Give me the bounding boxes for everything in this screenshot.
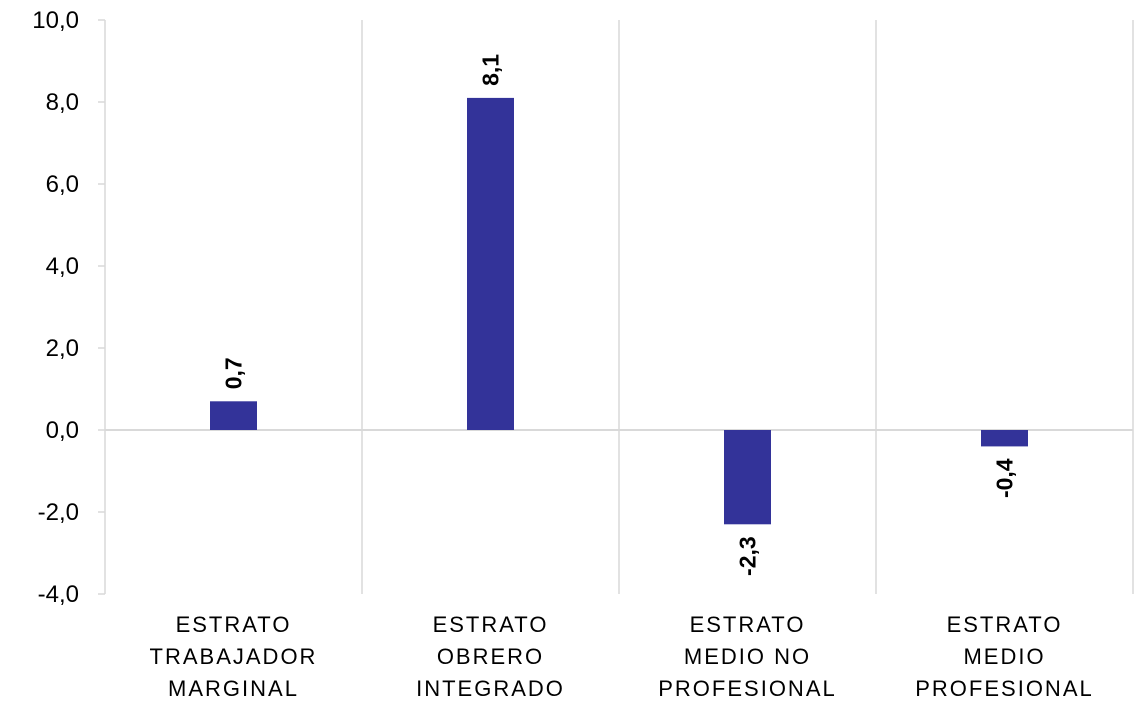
- category-label: ESTRATO: [690, 612, 806, 637]
- y-tick-label: -4,0: [38, 581, 79, 608]
- y-tick-label: 0,0: [46, 417, 79, 444]
- y-tick-label: 10,0: [32, 7, 79, 34]
- grid-layer: [104, 20, 1134, 594]
- y-tick-label: -2,0: [38, 499, 79, 526]
- axis-layer: 10,0 8,0 6,0 4,0 2,0 0,0 -2,0 -4,0: [32, 7, 105, 608]
- category-label: MARGINAL: [168, 676, 299, 701]
- data-label: -2,3: [735, 536, 761, 576]
- label-layer: 0,7 ESTRATO TRABAJADOR MARGINAL 8,1 ESTRATO OB…: [150, 54, 1093, 701]
- data-label: 0,7: [221, 357, 247, 389]
- bar-layer: [210, 97, 1028, 525]
- category-label: ESTRATO: [433, 612, 549, 637]
- bar: [467, 97, 514, 431]
- category-label: PROFESIONAL: [658, 676, 836, 701]
- category-label: INTEGRADO: [416, 676, 565, 701]
- data-label: -0,4: [992, 458, 1018, 498]
- category-label: ESTRATO: [176, 612, 292, 637]
- category-label: ESTRATO: [947, 612, 1063, 637]
- category-label: PROFESIONAL: [915, 676, 1093, 701]
- y-tick-label: 6,0: [46, 171, 79, 198]
- y-tick-label: 4,0: [46, 253, 79, 280]
- category-label: MEDIO NO: [684, 644, 811, 669]
- category-label: TRABAJADOR: [150, 644, 318, 669]
- y-tick-label: 8,0: [46, 89, 79, 116]
- category-label: MEDIO: [963, 644, 1045, 669]
- bar: [210, 401, 257, 430]
- bar: [724, 430, 771, 525]
- category-label: OBRERO: [437, 644, 544, 669]
- data-label: 8,1: [478, 54, 504, 86]
- bar: [981, 430, 1028, 447]
- y-tick-label: 2,0: [46, 335, 79, 362]
